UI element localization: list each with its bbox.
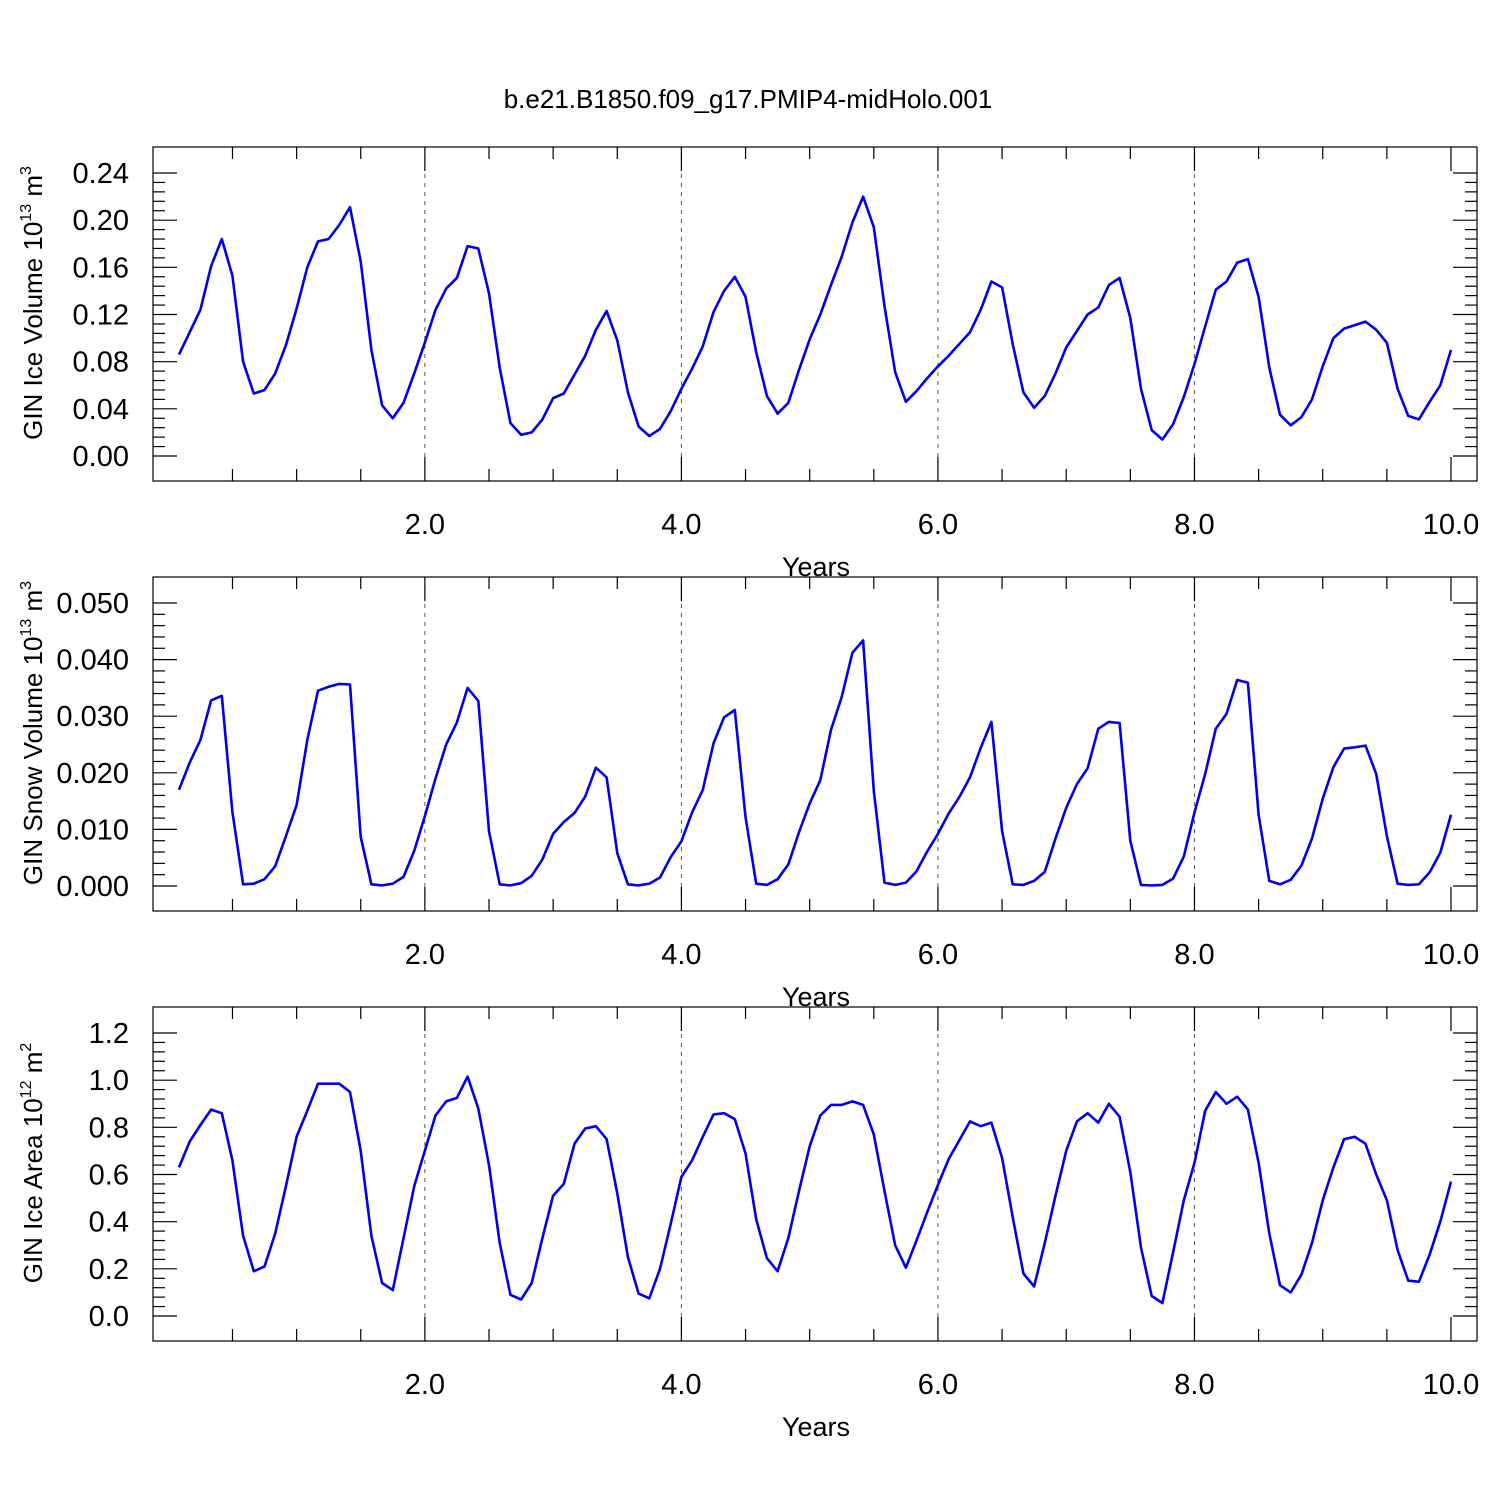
y-axis-label-unit: m: [18, 1052, 48, 1081]
x-axis-label: Years: [782, 1412, 850, 1442]
y-axis-label-exponent: 12: [18, 1080, 35, 1098]
panel-1: 2.0 4.0 6.0 8.0 10.0Years0.000.040.080.120.1…: [18, 146, 1479, 582]
y-tick-label: 0.12: [73, 300, 129, 332]
y-tick-label: 0.6: [89, 1160, 129, 1192]
plot-frame: [152, 1006, 1478, 1342]
x-tick-label: 10.0: [1423, 939, 1479, 971]
y-tick-label: 0.0: [89, 1301, 129, 1333]
y-axis-label-unit-exponent: 3: [18, 581, 35, 590]
y-axis-label-unit: m: [18, 590, 48, 619]
y-tick-label: 1.0: [89, 1065, 129, 1097]
series-line: [177, 639, 1453, 887]
y-tick-label: 0.000: [56, 871, 129, 903]
y-tick-label: 0.050: [56, 588, 129, 620]
x-tick-label: 4.0: [661, 1369, 701, 1401]
y-tick-label: 0.8: [89, 1112, 129, 1144]
x-tick-label: 8.0: [1174, 1369, 1214, 1401]
x-tick-label: 10.0: [1423, 1369, 1479, 1401]
y-tick-label: 0.020: [56, 758, 129, 790]
x-tick-label: 2.0: [405, 509, 445, 541]
y-axis-label-prefix: GIN Snow Volume 10: [18, 637, 48, 886]
y-axis-label: GIN Ice Area 1012 m2: [18, 1043, 48, 1284]
panel-2: 2.0 4.0 6.0 8.0 10.0Years0.0000.0100.0200.03…: [18, 576, 1479, 1012]
plot-frame: [152, 146, 1478, 482]
x-tick-label: 2.0: [405, 1369, 445, 1401]
series-line: [177, 195, 1453, 441]
x-tick-label: 10.0: [1423, 509, 1479, 541]
x-tick-label: 6.0: [918, 509, 958, 541]
y-tick-label: 0.2: [89, 1254, 129, 1286]
x-tick-label: 6.0: [918, 1369, 958, 1401]
y-tick-label: 0.04: [73, 394, 129, 426]
series-line: [177, 1075, 1453, 1305]
x-tick-label: 4.0: [661, 939, 701, 971]
y-axis-label-prefix: GIN Ice Area 10: [18, 1098, 48, 1283]
x-tick-label: 8.0: [1174, 509, 1214, 541]
y-tick-label: 0.08: [73, 347, 129, 379]
y-axis-label-unit: m: [18, 175, 48, 204]
y-axis-label-unit-exponent: 3: [18, 166, 35, 175]
y-tick-label: 0.040: [56, 645, 129, 677]
y-tick-label: 1.2: [89, 1018, 129, 1050]
y-tick-label: 0.030: [56, 701, 129, 733]
y-tick-label: 0.00: [73, 441, 129, 473]
y-tick-label: 0.010: [56, 814, 129, 846]
y-axis-label: GIN Ice Volume 1013 m3: [18, 166, 48, 440]
y-tick-label: 0.20: [73, 205, 129, 237]
y-axis-label-unit-exponent: 2: [18, 1043, 35, 1052]
y-tick-label: 0.24: [73, 158, 129, 190]
y-axis-label-prefix: GIN Ice Volume 10: [18, 222, 48, 440]
panel-3: 2.0 4.0 6.0 8.0 10.0 Years 0.0 0.2 0.4 0.6 0.8 1.0 1…: [18, 1006, 1479, 1442]
y-axis-label: GIN Snow Volume 1013 m3: [18, 581, 48, 885]
y-tick-label: 0.16: [73, 252, 129, 284]
plot-frame: [152, 576, 1478, 912]
x-tick-label: 2.0: [405, 939, 445, 971]
x-tick-label: 8.0: [1174, 939, 1214, 971]
figure-title: b.e21.B1850.f09_g17.PMIP4-midHolo.001: [504, 84, 993, 114]
y-axis-label-exponent: 13: [18, 204, 35, 222]
x-tick-label: 6.0: [918, 939, 958, 971]
y-axis-label-exponent: 13: [18, 619, 35, 637]
y-tick-label: 0.4: [89, 1207, 129, 1239]
x-tick-label: 4.0: [661, 509, 701, 541]
